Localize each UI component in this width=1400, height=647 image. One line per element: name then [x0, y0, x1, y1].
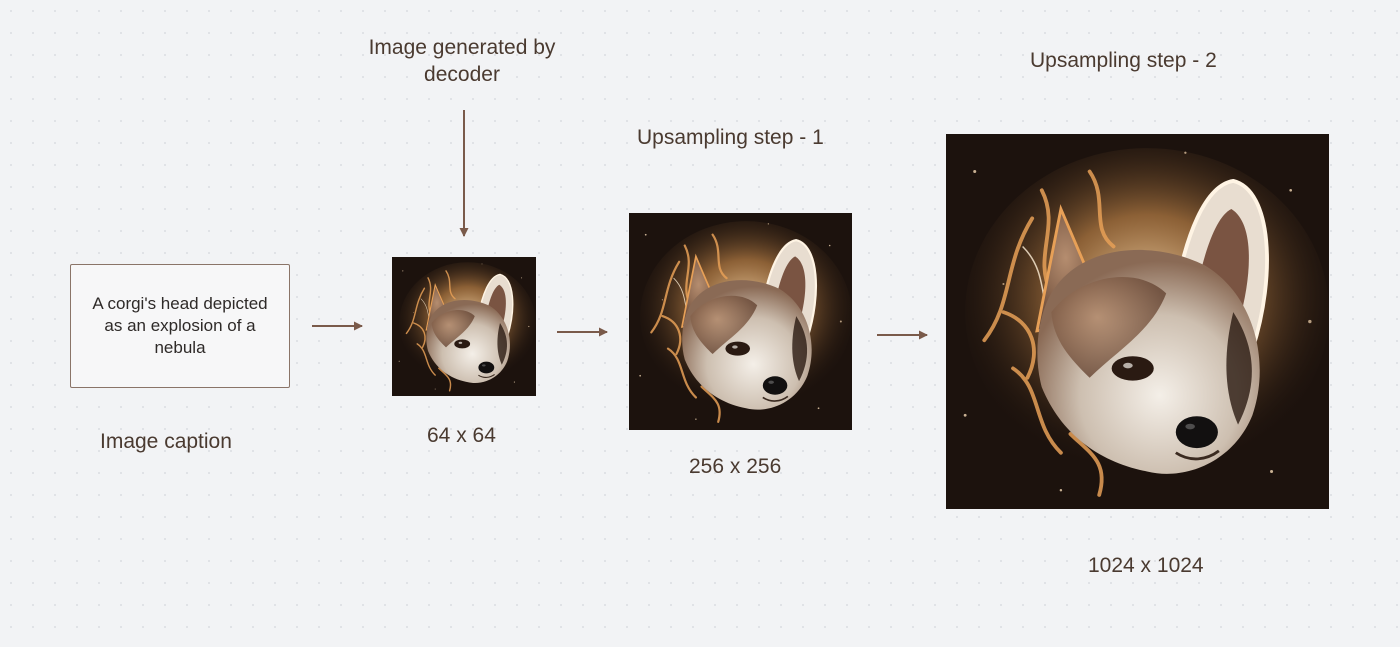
upsample-1-label: Upsampling step - 1 — [637, 126, 824, 149]
decoder-label: Image generated by decoder — [368, 36, 556, 86]
upsample-2-image — [946, 134, 1329, 509]
caption-box: A corgi's head depicted as an explosion … — [70, 264, 290, 388]
caption-label: Image caption — [100, 430, 232, 453]
caption-text: A corgi's head depicted as an explosion … — [92, 294, 268, 357]
upsample-1-image — [629, 213, 852, 430]
upsample-2-size-label: 1024 x 1024 — [1088, 554, 1204, 577]
decoder-image — [392, 257, 536, 396]
decoder-size-label: 64 x 64 — [427, 424, 496, 447]
upsample-1-size-label: 256 x 256 — [689, 455, 782, 478]
upsample-2-label: Upsampling step - 2 — [1030, 49, 1217, 72]
